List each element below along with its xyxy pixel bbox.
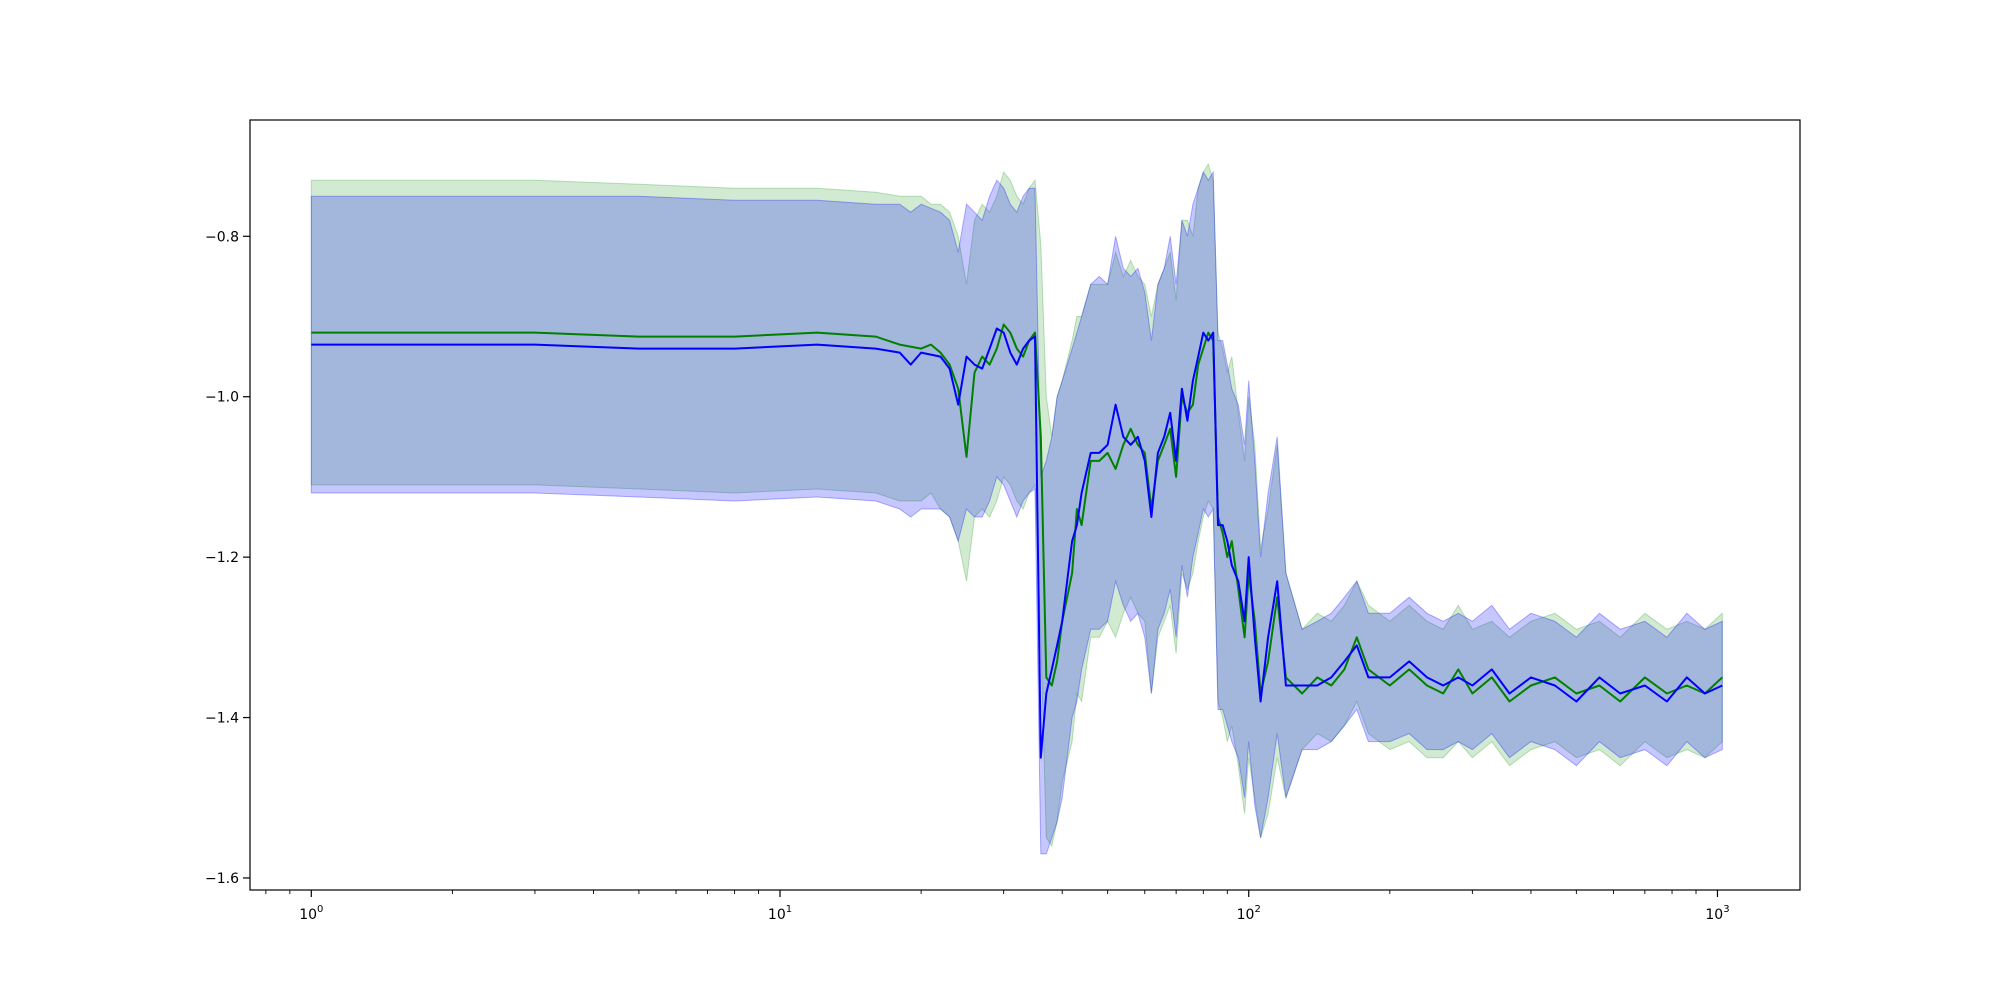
y-tick-label: −1.6	[205, 871, 239, 887]
confidence-bands	[310, 162, 1723, 855]
series-2-band	[310, 170, 1723, 855]
series-2-line	[311, 327, 1723, 759]
series-1-band	[310, 162, 1723, 848]
x-tick-label: 101	[768, 904, 792, 923]
series-lines	[311, 323, 1723, 759]
y-axis: −0.8 −1.0 −1.2 −1.4 −1.6	[205, 229, 250, 887]
x-axis: 100 101 102 103	[265, 890, 1730, 923]
y-tick-label: −1.0	[205, 390, 239, 406]
y-tick-label: −0.8	[205, 229, 239, 245]
x-tick-label: 103	[1705, 904, 1729, 923]
y-tick-label: −1.2	[205, 550, 239, 566]
plot-frame	[249, 119, 1801, 891]
plot-area-background	[250, 120, 1800, 890]
x-tick-label: 102	[1237, 904, 1261, 923]
y-tick-label: −1.4	[205, 711, 239, 727]
x-tick-label: 100	[299, 904, 323, 923]
